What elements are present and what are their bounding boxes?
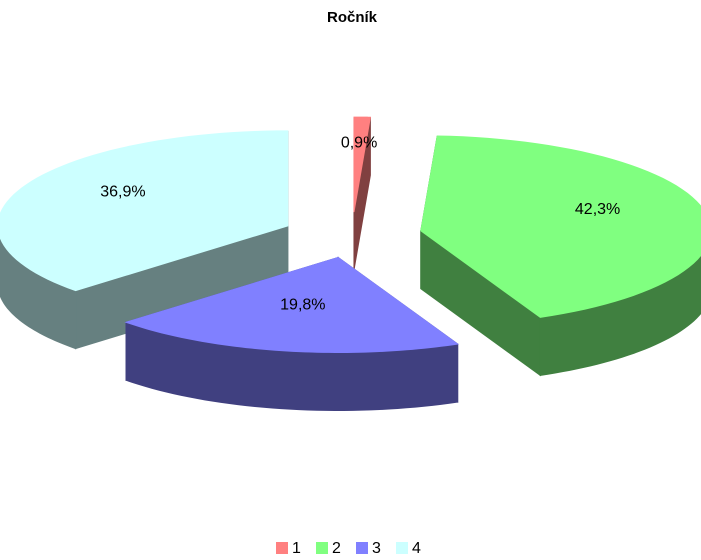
legend-label: 2: [332, 540, 341, 557]
data-label: 19,8%: [280, 296, 325, 313]
legend-swatch: [316, 542, 328, 554]
data-label: 0,9%: [341, 134, 377, 151]
slice: [0, 130, 289, 292]
slice: [353, 116, 371, 213]
data-label: 42,3%: [575, 201, 620, 218]
legend-swatch: [396, 542, 408, 554]
legend-label: 4: [412, 540, 421, 557]
slice: [420, 135, 701, 318]
legend-label: 3: [372, 540, 381, 557]
chart-title: Ročník: [327, 9, 378, 26]
slice: [124, 256, 459, 353]
legend-swatch: [276, 542, 288, 554]
data-label: 36,9%: [100, 184, 145, 201]
legend-label: 1: [292, 540, 301, 557]
legend-swatch: [356, 542, 368, 554]
